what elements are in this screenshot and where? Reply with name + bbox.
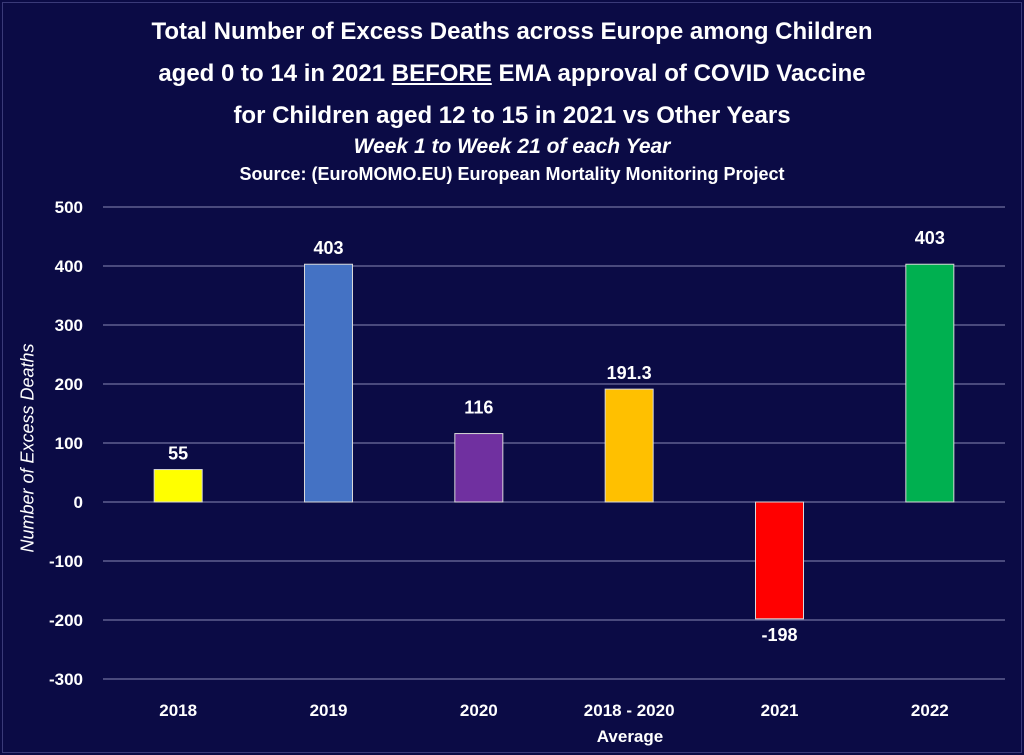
chart-title-text-3: EMA approval of COVID Vaccine	[491, 60, 866, 87]
chart-source: Source: (EuroMOMO.EU) European Mortality…	[239, 164, 785, 184]
y-tick-label: 0	[74, 493, 83, 512]
chart-title-text-2: aged 0 to 14 in 2021	[158, 60, 392, 87]
y-tick-label: 200	[55, 375, 83, 394]
x-tick-label: 2019	[310, 701, 348, 720]
bar-0	[153, 469, 203, 503]
y-tick-label: 100	[55, 434, 83, 453]
y-tick-label: -100	[49, 552, 83, 571]
chart-title-block: Total Number of Excess Deaths across Eur…	[0, 8, 1024, 186]
data-label: 403	[915, 228, 945, 248]
chart-subtitle: Week 1 to Week 21 of each Year	[353, 135, 671, 158]
x-tick-label: 2020	[460, 701, 498, 720]
bar-5	[905, 263, 955, 503]
data-label: 55	[168, 444, 188, 464]
chart-title-line-3: for Children aged 12 to 15 in 2021 vs Ot…	[0, 98, 1024, 134]
x-tick-label: 2021	[761, 701, 799, 720]
x-category-note: Average	[596, 727, 664, 746]
x-tick-label: 2018 - 2020	[584, 701, 675, 720]
y-tick-label: 400	[55, 257, 83, 276]
data-label: 191.3	[607, 363, 652, 383]
chart-title-line-2: aged 0 to 14 in 2021 BEFORE EMA approval…	[0, 56, 1024, 92]
y-tick-label: -300	[49, 670, 83, 689]
data-label: 116	[464, 398, 493, 418]
bar-3	[604, 388, 654, 503]
x-tick-label: 2018	[159, 701, 197, 720]
y-tick-label: 300	[55, 316, 83, 335]
data-label: 403	[313, 238, 343, 258]
data-label: -198	[761, 625, 797, 645]
bar-4	[755, 501, 804, 620]
bar-2	[454, 433, 504, 503]
chart-title-text-1: Total Number of Excess Deaths across Eur…	[151, 18, 873, 45]
chart-title-text-4: for Children aged 12 to 15 in 2021 vs Ot…	[233, 102, 791, 129]
x-tick-label: 2022	[911, 701, 949, 720]
chart-title-line-1: Total Number of Excess Deaths across Eur…	[0, 14, 1024, 50]
chart-title-emphasis: BEFORE	[391, 60, 492, 87]
y-tick-label: 500	[55, 198, 83, 217]
bar-1	[304, 263, 353, 503]
y-tick-label: -200	[49, 611, 83, 630]
y-axis-label: Number of Excess Deaths	[17, 343, 38, 553]
